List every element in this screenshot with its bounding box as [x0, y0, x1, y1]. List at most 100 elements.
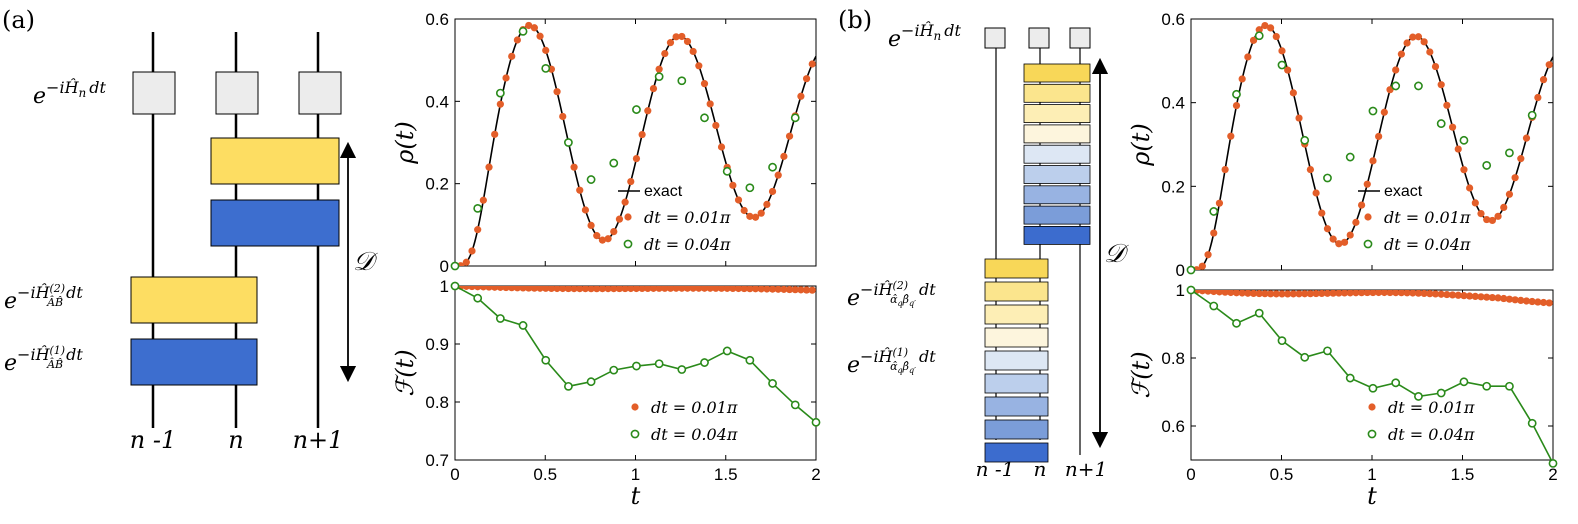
y-tick-label: 0.2: [425, 175, 449, 194]
y-tick-label: 0.8: [425, 393, 449, 412]
point-dt-small: [683, 37, 692, 46]
b-gate-right-1: [1023, 83, 1091, 103]
two-site-gate-blue-right: [210, 199, 340, 247]
b-gate-stack-left: [984, 258, 1049, 463]
point-dt-small: [638, 286, 646, 293]
point-dt-small: [1335, 290, 1343, 297]
legend-label-dt-large: dt = 0.04π: [1384, 235, 1471, 254]
point-dt-large: [632, 105, 641, 114]
site-label-n-plus-1: n+1: [293, 426, 344, 454]
point-dt-large: [768, 379, 777, 388]
two-site-gate-yellow-right: [210, 137, 340, 185]
point-dt-small: [1437, 81, 1445, 89]
point-dt-large: [1391, 378, 1401, 388]
b-gate-right-4: [1023, 144, 1091, 164]
point-dt-small: [1437, 290, 1445, 298]
point-dt-small: [570, 163, 578, 171]
point-dt-small: [1329, 235, 1337, 243]
point-dt-small: [530, 24, 538, 32]
single-site-gate-n-plus-1: [298, 71, 342, 115]
point-dt-small: [1392, 66, 1400, 74]
point-dt-small: [1261, 21, 1269, 30]
point-dt-small: [502, 286, 510, 292]
site-label-n: n: [228, 426, 243, 454]
point-dt-large: [677, 76, 687, 86]
point-dt-small: [1397, 50, 1405, 58]
point-dt-small: [587, 286, 595, 293]
y-tick-label: 1: [440, 277, 449, 296]
point-dt-small: [1352, 290, 1360, 297]
b-gate-left-2: [984, 304, 1049, 325]
x-tick-label: 2: [1548, 465, 1557, 484]
b-site-label-n-minus-1: n -1: [976, 457, 1015, 481]
point-dt-small: [1249, 290, 1258, 298]
point-dt-small: [1284, 66, 1292, 74]
legend-swatch-dt-large: [623, 239, 633, 249]
point-dt-small: [1522, 134, 1531, 142]
y-tick-label: 0.9: [425, 335, 449, 354]
y-axis-label: ρ(t): [1127, 123, 1155, 166]
point-dt-small: [706, 100, 714, 108]
point-dt-small: [1380, 290, 1388, 297]
point-dt-large: [518, 321, 528, 330]
point-dt-large: [1436, 388, 1446, 398]
point-dt-small: [661, 286, 669, 292]
y-tick-label: 0.4: [1161, 94, 1185, 113]
point-dt-small: [553, 286, 561, 293]
point-dt-large: [654, 72, 664, 82]
point-dt-small: [1210, 290, 1218, 296]
point-dt-large: [1323, 346, 1332, 356]
point-dt-small: [1375, 290, 1383, 297]
point-dt-small: [1471, 292, 1479, 301]
point-dt-small: [678, 32, 686, 41]
point-dt-large: [1391, 81, 1401, 91]
point-dt-small: [700, 286, 709, 292]
point-dt-small: [1431, 62, 1440, 71]
point-dt-small: [1249, 36, 1258, 44]
point-dt-small: [1448, 291, 1457, 299]
point-dt-small: [1267, 290, 1275, 298]
point-dt-small: [1363, 290, 1371, 297]
point-dt-small: [695, 286, 703, 292]
point-dt-small: [757, 286, 765, 293]
point-dt-small: [1466, 184, 1474, 192]
point-dt-small: [553, 88, 561, 96]
point-dt-large: [1323, 173, 1332, 183]
point-dt-small: [1426, 290, 1434, 298]
point-dt-large: [722, 166, 732, 176]
point-dt-large: [1368, 106, 1378, 116]
point-dt-small: [564, 286, 573, 293]
point-dt-large: [473, 293, 483, 303]
b-single-gate-3: [1069, 27, 1091, 49]
y-tick-label: 0.4: [425, 92, 449, 111]
point-dt-small: [1335, 240, 1343, 248]
point-dt-large: [1459, 135, 1469, 145]
b-label-gate1: e−iĤ(1) α̂qβ̂q′dt: [847, 346, 936, 378]
y-tick-label: 0.7: [425, 451, 449, 470]
point-dt-large: [1254, 31, 1264, 41]
point-dt-small: [1312, 290, 1320, 298]
point-dt-small: [717, 286, 726, 292]
b-gate-right-8: [1023, 225, 1091, 245]
point-dt-large: [1414, 81, 1423, 91]
point-dt-small: [672, 286, 680, 292]
point-dt-small: [598, 236, 607, 244]
b-single-gate-1: [984, 27, 1006, 49]
point-dt-small: [1500, 203, 1508, 212]
point-dt-small: [1255, 26, 1263, 34]
b-gate-left-7: [984, 419, 1049, 440]
point-dt-small: [1454, 291, 1462, 299]
point-dt-small: [1244, 53, 1252, 61]
point-dt-small: [785, 132, 794, 140]
point-dt-small: [734, 196, 743, 204]
point-dt-small: [1215, 290, 1224, 296]
point-dt-small: [1346, 231, 1354, 239]
point-dt-small: [1397, 290, 1405, 297]
point-dt-large: [1232, 318, 1241, 328]
point-dt-small: [1460, 166, 1468, 174]
point-dt-small: [474, 226, 482, 234]
point-dt-small: [593, 232, 601, 240]
point-dt-small: [1414, 290, 1423, 297]
x-axis-label: t: [631, 482, 641, 510]
b-site-label-n: n: [1034, 457, 1047, 481]
